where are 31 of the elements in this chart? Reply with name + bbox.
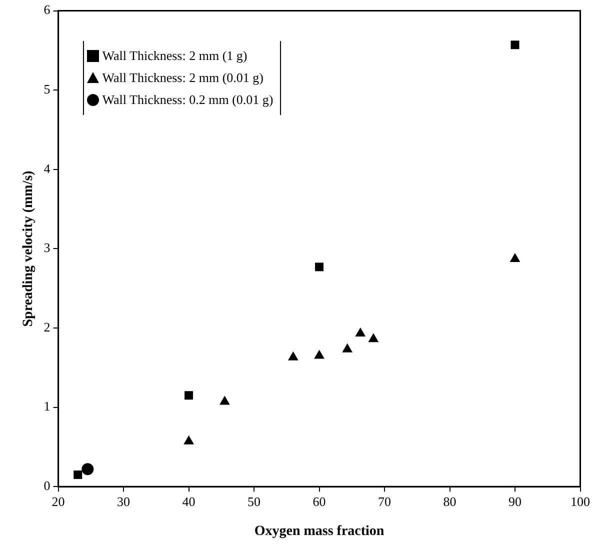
point <box>288 351 298 360</box>
legend-label: Wall Thickness: 2 mm (1 g) <box>102 46 248 65</box>
y-tick-label: 3 <box>44 240 50 256</box>
point <box>342 343 353 352</box>
x-tick-label: 20 <box>52 494 65 509</box>
y-tick-label: 0 <box>44 478 50 494</box>
point <box>355 328 366 337</box>
y-tick-label: 5 <box>44 82 50 97</box>
x-tick-label: 90 <box>508 494 522 509</box>
legend-label: Wall Thickness: 0.2 mm (0.01 g) <box>102 90 274 109</box>
y-tick-label: 1 <box>44 398 50 414</box>
point <box>184 435 194 444</box>
x-tick-label: 70 <box>378 494 392 509</box>
x-tick-label: 100 <box>570 494 590 509</box>
legend-label: Wall Thickness: 2 mm (0.01 g) <box>102 68 264 87</box>
x-tick-label: 60 <box>312 494 326 509</box>
point <box>315 262 324 272</box>
x-tick-label: 50 <box>248 494 261 509</box>
point <box>510 253 520 262</box>
x-tick-label: 40 <box>182 494 196 509</box>
y-tick-label: 2 <box>44 319 50 334</box>
x-tick-label: 80 <box>443 494 456 509</box>
point <box>219 396 230 405</box>
y-tick-label: 4 <box>44 160 51 176</box>
y-tick-label: 6 <box>44 2 51 18</box>
point <box>314 350 324 359</box>
point <box>368 333 379 342</box>
point <box>510 40 520 50</box>
y-axis-title: Spreading velocity (mm/s) <box>21 170 36 327</box>
x-tick-label: 30 <box>117 494 130 509</box>
x-axis-title: Oxygen mass fraction <box>254 524 384 540</box>
